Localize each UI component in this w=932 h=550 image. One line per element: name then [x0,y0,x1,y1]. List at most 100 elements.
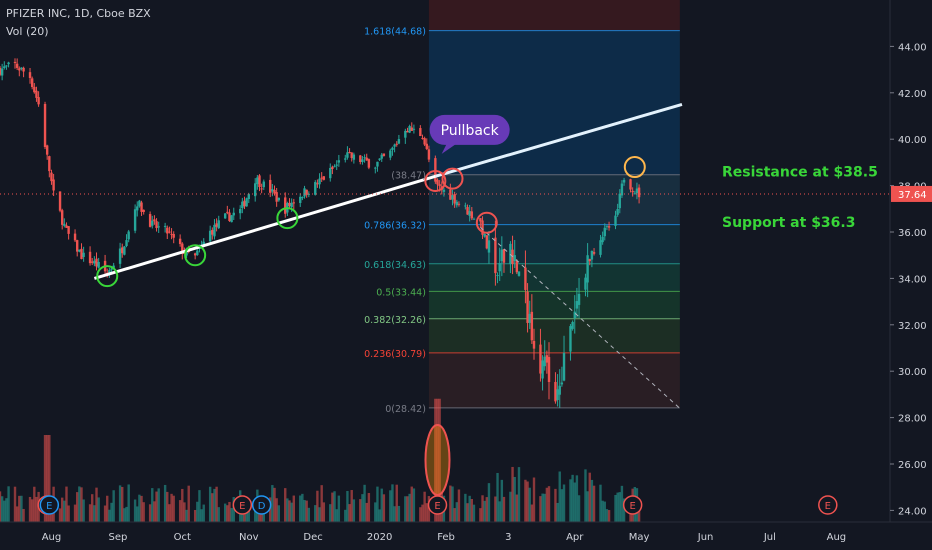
candle [592,252,596,254]
candle [43,103,47,148]
candle [157,226,160,228]
fib-zone [428,318,680,353]
volume-bar [269,497,272,522]
volume-bar [344,509,347,522]
volume-bar [28,496,32,522]
volume-bar [22,508,25,522]
candle [0,67,2,75]
candle [635,188,639,194]
candle [438,184,441,187]
volume-bar [299,495,302,522]
candle [569,326,572,352]
candle [545,355,549,363]
volume-bar [65,486,68,522]
x-tick-label: Feb [437,532,455,543]
candle [485,235,489,249]
candle [560,382,564,385]
volume-bar [511,466,514,522]
y-tick-label: 34.00 [898,274,927,285]
volume-bar [605,509,609,522]
candle [35,90,38,98]
volume-bar [524,479,527,522]
volume-bar [275,498,278,522]
candle [50,172,53,182]
x-tick-label: Jun [697,532,714,543]
volume-bar [228,501,231,522]
volume-bar [78,486,81,522]
candle [605,225,609,227]
candle [322,176,326,180]
candle [148,214,152,227]
volume-bar [288,500,291,522]
volume-bar [509,491,512,522]
fibonacci-labels: 1.618(44.68) (38.47) 0.786(36.32) 0.618(34.… [364,27,426,415]
volume-bar [616,492,619,522]
volume-bar [331,492,334,522]
volume-bar [0,491,2,522]
volume-bar [599,484,602,522]
candle [95,258,98,267]
x-tick-label: Dec [303,532,322,543]
volume-bar [367,493,371,522]
event-marker [39,495,60,515]
candle [91,261,94,263]
support-label: Support at $36.3 [722,215,855,231]
volume-bar [455,502,458,522]
volume-bar [363,484,366,522]
candle [292,202,296,204]
volume-bar [254,509,257,522]
candle [271,189,274,192]
volume-bar [494,496,497,522]
x-tick-label: 3 [505,532,511,543]
candle [178,238,182,245]
candle [532,340,536,349]
volume-bar [573,482,576,522]
candle [142,209,145,212]
volume-bar [247,507,250,522]
candle [196,250,199,256]
volume-bar [45,435,49,522]
candle [48,156,51,172]
candle [301,197,304,199]
candle [5,65,8,67]
volume-bar [320,485,323,522]
volume-bar [637,503,641,522]
candle [395,143,398,145]
volume-bar [303,500,306,522]
candle [76,240,79,252]
candle [524,267,527,290]
volume-bar [528,487,531,522]
candle [226,211,229,213]
volume-bar [470,499,474,522]
volume-bar [410,486,413,522]
candle [406,130,409,133]
candle [629,179,632,190]
candle [316,183,319,185]
candle [127,231,130,240]
candle [284,197,287,214]
candle [603,227,606,237]
volume-bar [502,496,506,522]
volume-bar [530,504,534,522]
candle [637,187,641,198]
candle [472,218,476,220]
fib-zone-top [428,0,680,31]
candle [123,246,126,255]
volume-bar [603,501,606,522]
fib-level-label: 0.786(36.32) [364,221,426,232]
volume-bar [185,509,188,522]
volume-bar [148,504,152,522]
candle [500,249,504,262]
candle [468,211,471,216]
volume-bar [157,488,160,522]
candle [436,179,439,185]
fib-zone [428,30,680,175]
volume-bar [378,509,381,522]
volume-bar [622,498,626,522]
volume-bar [33,486,36,522]
candle [631,190,634,193]
candle [172,234,175,238]
candle [393,144,396,147]
volume-bar [466,503,469,522]
